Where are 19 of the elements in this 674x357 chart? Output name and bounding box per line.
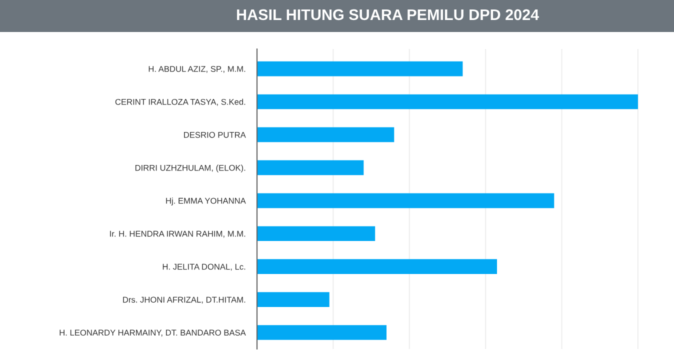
chart-title: HASIL HITUNG SUARA PEMILU DPD 2024 (237, 9, 539, 20)
y-tick-label: Ir. H. HENDRA IRWAN RAHIM, M.M. (110, 230, 246, 238)
y-tick-label: H. LEONARDY HARMAINY, DT. BANDARO BASA (60, 330, 246, 337)
bar (257, 292, 330, 307)
bar (257, 94, 638, 110)
bar (257, 127, 394, 142)
y-tick-label: DIRRI UZHZHULAM, (ELOK). (135, 164, 246, 172)
bar (257, 259, 497, 274)
bar (257, 226, 376, 242)
bar (257, 325, 387, 340)
y-tick-label: Drs. JHONI AFRIZAL, DT.HITAM. (123, 296, 246, 304)
bar (257, 61, 463, 76)
bar (257, 193, 554, 208)
y-tick-label: Hj. EMMA YOHANNA (166, 198, 246, 206)
y-tick-label: CERINT IRALLOZA TASYA, S.Ked. (115, 98, 246, 106)
y-tick-label: DESRIO PUTRA (184, 132, 246, 138)
y-tick-label: H. JELITA DONAL, Lc. (162, 264, 246, 271)
bar (257, 160, 364, 176)
y-tick-label: H. ABDUL AZIZ, SP., M.M. (148, 66, 246, 73)
